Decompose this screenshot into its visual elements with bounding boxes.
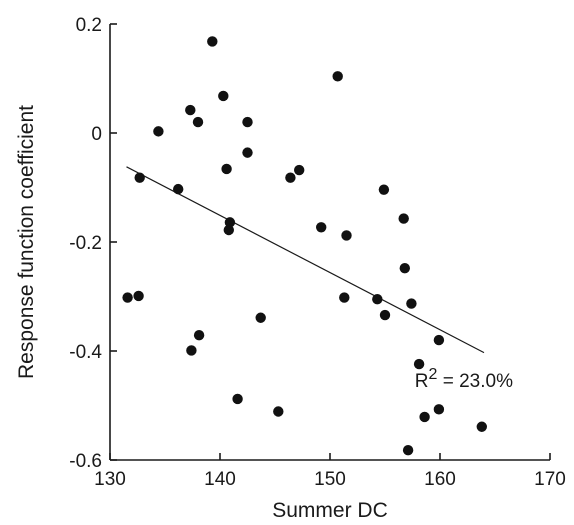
data-point: [122, 292, 133, 303]
y-ticks: -0.6 -0.4 -0.2 0 0.2: [69, 15, 117, 472]
data-point: [134, 172, 145, 183]
data-point: [339, 292, 350, 303]
data-point: [192, 116, 204, 128]
data-point: [224, 217, 236, 228]
data-point: [232, 393, 243, 405]
data-point: [221, 163, 232, 175]
data-point: [398, 213, 409, 224]
r-squared-prefix: R: [415, 371, 429, 392]
x-axis-label: Summer DC: [272, 499, 388, 522]
x-ticks: 130 140 150 160 170: [94, 453, 566, 490]
data-point: [173, 183, 184, 195]
data-point: [193, 329, 205, 341]
data-point: [413, 358, 425, 370]
data-point: [133, 290, 144, 302]
data-point: [242, 147, 253, 158]
data-point: [402, 444, 414, 456]
x-tick-label: 130: [94, 469, 126, 490]
data-point: [255, 312, 266, 323]
data-point: [419, 411, 430, 423]
data-point: [379, 309, 391, 321]
x-tick-label: 170: [534, 469, 566, 490]
data-point: [285, 172, 296, 183]
y-tick-label: 0.2: [76, 15, 102, 36]
r-squared-annotation: R2 = 23.0%: [415, 366, 513, 392]
x-tick-label: 150: [314, 469, 346, 490]
data-point: [294, 164, 305, 176]
data-point: [218, 90, 229, 102]
r-squared-superscript: 2: [429, 366, 438, 383]
data-point: [433, 404, 445, 415]
data-point: [242, 116, 253, 128]
data-points: [122, 36, 487, 456]
data-point: [153, 126, 164, 137]
y-tick-label: -0.2: [69, 233, 102, 254]
data-point: [316, 222, 327, 233]
r-squared-value: = 23.0%: [437, 371, 513, 392]
y-tick-label: -0.4: [69, 342, 102, 363]
y-tick-label: 0: [91, 124, 102, 145]
data-point: [273, 406, 284, 417]
data-point: [341, 230, 352, 241]
data-point: [406, 298, 417, 309]
data-point: [476, 421, 487, 432]
data-point: [223, 224, 234, 236]
y-axis-label: Response function coefficient: [15, 105, 38, 379]
x-tick-label: 160: [424, 469, 456, 490]
regression-line: [126, 166, 485, 354]
axes: [109, 24, 550, 461]
data-point: [185, 104, 196, 116]
data-point: [186, 345, 197, 356]
y-tick-label: -0.6: [69, 451, 102, 472]
data-point: [207, 36, 218, 47]
data-point: [433, 334, 445, 346]
data-point: [332, 71, 343, 82]
x-tick-label: 140: [204, 469, 236, 490]
data-point: [372, 294, 383, 305]
data-point: [378, 184, 390, 195]
data-point: [399, 262, 410, 274]
